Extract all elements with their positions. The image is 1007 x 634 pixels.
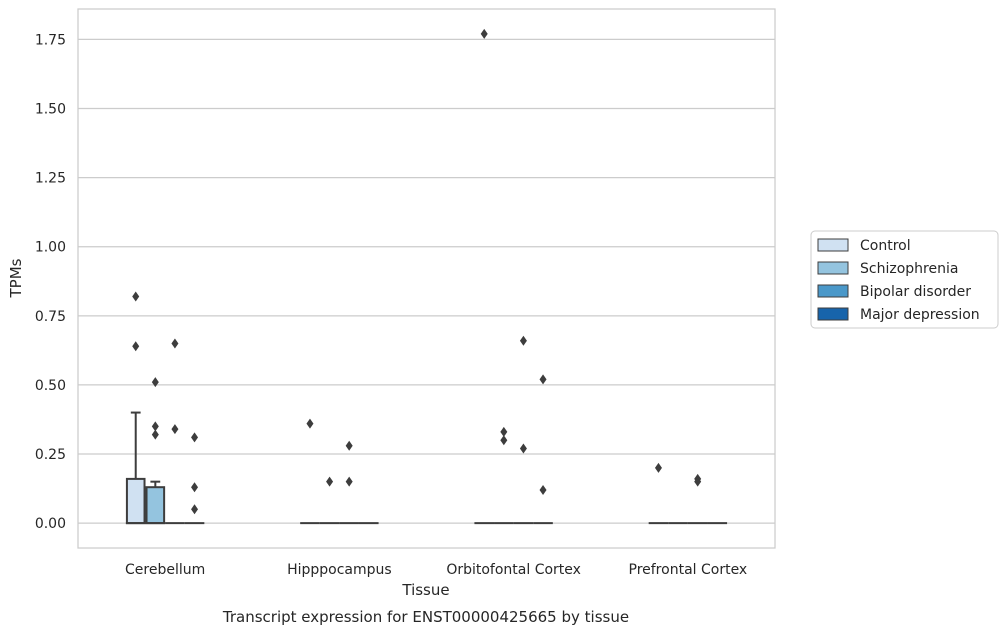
box-group bbox=[165, 338, 185, 525]
legend-label: Schizophrenia bbox=[860, 261, 958, 277]
box-body bbox=[125, 477, 146, 525]
outlier-point bbox=[132, 291, 140, 302]
box-group bbox=[145, 377, 166, 525]
box-group bbox=[184, 432, 205, 525]
box-group bbox=[648, 462, 669, 525]
outlier-point bbox=[345, 440, 353, 451]
y-tick-label: 1.75 bbox=[35, 32, 66, 48]
x-tick-label: Prefrontal Cortex bbox=[629, 562, 748, 578]
legend-swatch bbox=[817, 307, 849, 321]
y-tick-label: 0.25 bbox=[35, 447, 66, 463]
box-body bbox=[145, 486, 166, 525]
outlier-point bbox=[191, 432, 199, 443]
legend-label: Bipolar disorder bbox=[860, 284, 971, 300]
outlier-point bbox=[519, 335, 527, 346]
legend-swatch bbox=[817, 284, 849, 298]
box-marks bbox=[125, 28, 728, 525]
outlier-point bbox=[345, 476, 353, 487]
box-group bbox=[687, 473, 708, 525]
box-group bbox=[474, 28, 495, 525]
outlier-point bbox=[539, 484, 547, 495]
box-group bbox=[339, 440, 359, 525]
box-group bbox=[319, 476, 340, 525]
y-axis-label: TPMs bbox=[7, 258, 25, 298]
outlier-point bbox=[654, 462, 662, 473]
x-axis-label: Tissue bbox=[401, 581, 449, 599]
outlier-point bbox=[151, 421, 159, 432]
box-group bbox=[494, 426, 514, 525]
outlier-point bbox=[151, 429, 159, 440]
box-group bbox=[125, 291, 146, 525]
x-tick-labels: Cerebellum Hipppocampus Orbitofontal Corte… bbox=[125, 562, 747, 578]
plot-frame bbox=[77, 8, 776, 549]
outlier-point bbox=[306, 418, 314, 429]
outlier-point bbox=[191, 504, 199, 515]
legend-label: Control bbox=[860, 238, 911, 254]
y-tick-label: 1.50 bbox=[35, 102, 66, 118]
y-gridlines bbox=[78, 38, 775, 524]
legend-frame bbox=[810, 230, 999, 329]
y-tick-label: 0.50 bbox=[35, 378, 66, 394]
legend: Control Schizophrenia Bipolar disorder Majo… bbox=[810, 230, 999, 329]
outlier-point bbox=[151, 377, 159, 388]
chart-title: Transcript expression for ENST0000042566… bbox=[222, 608, 629, 626]
box-group bbox=[533, 374, 553, 525]
y-tick-label: 1.25 bbox=[35, 171, 66, 187]
x-tick-label: Hipppocampus bbox=[287, 562, 392, 578]
box-group bbox=[300, 418, 320, 525]
y-tick-label: 1.00 bbox=[35, 240, 66, 256]
outlier-point bbox=[519, 443, 527, 454]
plot-background bbox=[78, 9, 775, 548]
y-tick-label: 0.00 bbox=[35, 516, 66, 532]
outlier-point bbox=[539, 374, 547, 385]
outlier-point bbox=[171, 424, 179, 435]
outlier-point bbox=[500, 435, 508, 446]
box-group bbox=[513, 335, 534, 525]
legend-label: Major depression bbox=[860, 307, 980, 323]
x-tick-label: Orbitofontal Cortex bbox=[446, 562, 581, 578]
outlier-point bbox=[480, 28, 488, 39]
outlier-point bbox=[191, 482, 199, 493]
y-tick-label: 0.75 bbox=[35, 309, 66, 325]
x-tick-label: Cerebellum bbox=[125, 562, 205, 578]
outlier-point bbox=[326, 476, 334, 487]
y-tick-labels: 0.00 0.25 0.50 0.75 1.00 1.25 1.50 1.75 bbox=[35, 32, 66, 532]
outlier-point bbox=[132, 341, 140, 352]
outlier-point bbox=[694, 476, 702, 487]
legend-swatch bbox=[817, 261, 849, 275]
legend-swatch bbox=[817, 238, 849, 252]
outlier-point bbox=[500, 426, 508, 437]
outlier-point bbox=[171, 338, 179, 349]
